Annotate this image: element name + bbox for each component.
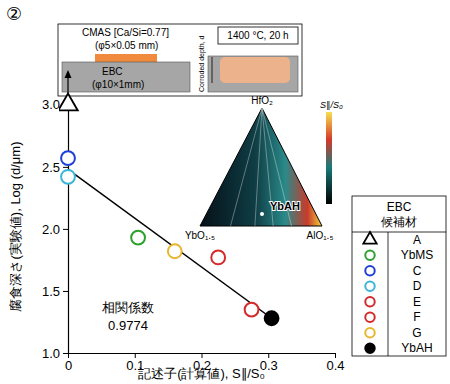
ternary-label: AlO₁.₅ — [307, 230, 334, 241]
y-tick-label: 3.0 — [42, 97, 60, 112]
inset-ebc-corroded — [208, 56, 298, 92]
annotation: 0.9774 — [108, 318, 148, 333]
legend-label: A — [413, 233, 421, 247]
legend-label: YbMS — [401, 248, 434, 262]
data-point — [59, 94, 78, 111]
inset-condition-box — [218, 27, 298, 44]
ternary-label: HfO₂ — [251, 95, 273, 106]
ternary-line — [231, 108, 263, 226]
data-point — [211, 251, 225, 265]
colorbar-label: S∥/S₀ — [320, 100, 343, 110]
legend-label: C — [413, 264, 422, 278]
inset-frame — [58, 24, 302, 96]
inset-ebc-block — [62, 62, 190, 92]
legend-marker — [365, 266, 374, 275]
legend-marker — [365, 328, 374, 337]
legend-label: E — [413, 295, 421, 309]
x-tick: 0 — [65, 353, 72, 373]
y-tick-label: 2.5 — [42, 160, 60, 175]
inset-text: CMAS [Ca/Si=0.77] — [82, 27, 169, 38]
ternary-line — [255, 108, 262, 226]
inset-text: (φ5×0.05 mm) — [95, 40, 158, 51]
data-point — [61, 170, 75, 184]
inset-schematic: CMAS [Ca/Si=0.77] (φ5×0.05 mm) EBC (φ10×1mm… — [58, 24, 302, 96]
chart: ②00.10.20.30.41.01.52.02.53.0記述子(計算値), S… — [0, 0, 450, 384]
legend-label: YbAH — [401, 341, 432, 355]
inset-text: (φ10×1mm) — [92, 79, 144, 90]
y-tick: 1.5 — [42, 284, 68, 299]
legend-marker — [365, 344, 374, 353]
y-tick-mark — [63, 229, 68, 230]
annotation: 相関係数 — [102, 300, 154, 315]
legend-marker — [365, 313, 374, 322]
legend-title: 候補材 — [381, 215, 417, 229]
legend-rule — [352, 232, 446, 233]
y-tick-label: 1.0 — [42, 346, 60, 361]
y-axis: 1.0 1.5 2.0 2.5 3.0 — [42, 81, 69, 361]
colorbar — [326, 112, 332, 204]
ternary-label: YbO₁.₅ — [185, 230, 215, 241]
inset-text: Corroded depth, d — [198, 35, 206, 92]
legend-marker — [365, 282, 374, 291]
data-point — [61, 151, 75, 165]
x-tick-label: 0.4 — [326, 358, 344, 373]
x-tick: 0.4 — [326, 353, 344, 373]
legend-frame — [352, 196, 446, 356]
x-tick-label: 0 — [65, 358, 72, 373]
y-tick-mark — [63, 353, 68, 354]
plot-area — [59, 94, 278, 326]
legend-title: EBC — [387, 200, 412, 214]
y-tick-label: 1.5 — [42, 284, 60, 299]
inset-depth-line — [212, 57, 213, 83]
y-tick-mark — [63, 167, 68, 168]
inset-text: EBC — [102, 66, 123, 77]
y-tick-mark — [63, 291, 68, 292]
ternary-label: YbAH — [270, 200, 300, 212]
legend-rule — [388, 232, 389, 356]
legend: EBC候補材 AYbMS CDEFGYbAH — [352, 196, 446, 356]
arrow-head — [65, 70, 72, 78]
data-point — [131, 231, 145, 245]
legend-label: D — [413, 279, 422, 293]
ternary-point — [260, 212, 264, 216]
trend-line — [68, 169, 272, 318]
inset-corrosion — [220, 57, 290, 83]
data-point — [245, 303, 259, 317]
y-tick-label: 2.0 — [42, 222, 60, 237]
inset-cmas-block — [95, 54, 157, 62]
legend-marker — [363, 232, 376, 244]
y-tick: 1.0 — [42, 346, 68, 361]
legend-marker — [365, 297, 374, 306]
data-point — [265, 311, 279, 325]
legend-label: G — [412, 326, 421, 340]
y-axis-title: 腐食深さ(実験値), Log (d/μm) — [8, 141, 23, 311]
panel-label: ② — [6, 4, 22, 24]
y-axis-line — [68, 81, 69, 354]
legend-label: F — [413, 310, 420, 324]
y-tick: 2.0 — [42, 222, 68, 237]
x-axis-title: 記述子(計算値), S∥/S₀ — [138, 366, 265, 381]
ternary-inset: HfO₂ YbO₁.₅ AlO₁.₅ YbAH S∥/S₀ — [185, 95, 343, 241]
ternary-triangle — [200, 108, 322, 226]
data-point — [168, 244, 182, 258]
legend-marker — [365, 251, 374, 260]
inset-text: 1400 °C, 20 h — [227, 30, 288, 41]
